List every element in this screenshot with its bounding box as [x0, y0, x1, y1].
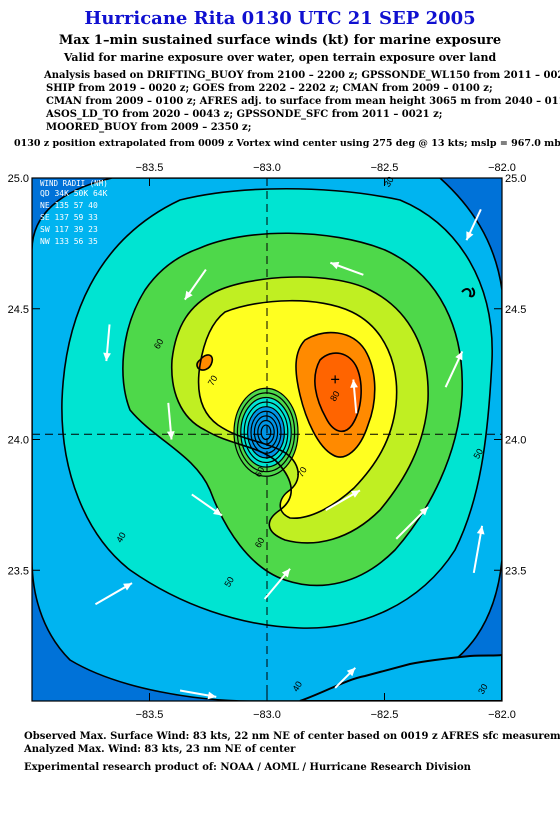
contour-label: 40: [290, 680, 304, 694]
y-tick-label: 24.0: [8, 435, 29, 447]
x-tick-labels: −83.5 −83.5 −83.0 −83.0 −82.5 −82.5 −82.0 −82.0: [136, 162, 516, 721]
wind-radii-table: WIND RADII (NM)QD 34K 50K 64K NE 135 57 4…: [40, 179, 108, 246]
wind-observation-arrow: [465, 208, 482, 241]
wind-radii-row: NW 133 56 35: [40, 237, 98, 246]
wind-observation-arrow: [350, 379, 358, 414]
observed-max-wind: Observed Max. Surface Wind: 83 kts, 22 n…: [24, 731, 560, 742]
x-tick-label-top: −83.0: [253, 162, 281, 174]
page-title: Hurricane Rita 0130 UTC 21 SEP 2005: [84, 8, 476, 29]
wind-observation-arrow: [191, 493, 223, 517]
x-tick-label: −83.5: [136, 709, 164, 721]
wind-observation-arrow: [334, 667, 357, 689]
arrow-head: [346, 667, 356, 677]
wind-observation-arrow: [395, 506, 429, 540]
plot-frame: [31, 177, 503, 702]
y-tick-label-right: 23.5: [505, 565, 526, 577]
contour-line-83: [295, 331, 376, 458]
x-tick-label-top: −83.5: [136, 162, 164, 174]
arrow-head: [350, 490, 360, 498]
chart-subtitle-2: Valid for marine exposure over water, op…: [63, 51, 497, 64]
wind-observation-arrow: [179, 689, 217, 700]
wind-radii-row: QD 34K 50K 64K: [40, 189, 108, 198]
observation-arrows: [94, 208, 485, 700]
contour-label: 80: [328, 389, 342, 403]
arrow-head: [455, 351, 463, 361]
contour-line-70: [170, 276, 429, 544]
analysis-line: MOORED_BUOY from 2009 – 2350 z;: [46, 122, 252, 133]
wind-observation-arrow: [263, 568, 291, 600]
y-tick-labels: 23.5 23.5 24.0 24.0 24.5 24.5 25.0 25.0: [8, 173, 527, 577]
arrow-head: [123, 583, 133, 591]
wind-radii-header: WIND RADII (NM): [40, 179, 108, 188]
arrow-head: [207, 691, 217, 700]
wind-observation-arrow: [184, 268, 207, 301]
contour-label: 30: [476, 682, 490, 696]
coastline: [299, 287, 502, 701]
position-note: 0130 z position extrapolated from 0009 z…: [14, 138, 560, 149]
fill-83-west-contour: [196, 354, 213, 370]
wind-observation-arrow: [330, 261, 364, 276]
arrow-head: [103, 352, 111, 362]
arrow-head: [419, 507, 429, 516]
contour-label: 70: [295, 465, 309, 479]
coastline-land: [299, 653, 502, 701]
contour-line-50: [61, 188, 493, 629]
contour-label: 50: [222, 575, 236, 589]
wind-observation-arrow: [325, 489, 361, 511]
contour-label: 40: [114, 531, 128, 545]
wind-radii-row: SW 117 39 23: [40, 225, 98, 234]
wind-radii-row: NE 135 57 40: [40, 201, 98, 210]
y-tick-label: 25.0: [8, 173, 29, 185]
contour-label: 60: [253, 536, 267, 550]
contour-line-80: [197, 299, 398, 519]
wind-observation-arrow: [444, 350, 464, 388]
arrow-head: [476, 525, 485, 535]
wind-observation-arrow: [472, 525, 485, 574]
center-crosshair: [32, 178, 502, 701]
wind-observation-arrow: [94, 582, 133, 606]
y-tick-label-right: 24.0: [505, 435, 526, 447]
x-tick-label: −82.5: [371, 709, 399, 721]
island-outline: [461, 287, 476, 298]
analysis-line: SHIP from 2019 – 0020 z; GOES from 2202 …: [46, 83, 493, 94]
contour-line-83-west: [196, 354, 214, 371]
analysis-line: ASOS_LD_TO from 2020 – 0043 z; GPSSONDE_…: [46, 109, 443, 120]
y-tick-label: 24.5: [8, 304, 29, 316]
contour-label: 50: [471, 447, 485, 461]
arrow-head: [281, 568, 291, 578]
x-tick-label-top: −82.0: [488, 162, 516, 174]
contour-line-90: [314, 352, 362, 433]
eye-contour: [260, 424, 272, 441]
analyzed-max-wind: Analyzed Max. Wind: 83 kts, 23 nm NE of …: [24, 744, 296, 755]
wind-observation-arrow: [103, 324, 111, 362]
y-tick-label-right: 25.0: [505, 173, 526, 185]
analysis-line: Analysis based on DRIFTING_BUOY from 210…: [44, 70, 560, 81]
contour-label: 70: [206, 374, 220, 388]
contour-line-60: [122, 232, 464, 587]
max-wind-marker: [331, 375, 340, 384]
wind-radii-row: SE 137 59 33: [40, 213, 98, 222]
x-tick-label: −83.0: [253, 709, 281, 721]
analysis-line: CMAN from 2009 – 0100 z; AFRES adj. to s…: [46, 96, 560, 107]
x-tick-label: −82.0: [488, 709, 516, 721]
arrow-head: [330, 261, 340, 270]
contour-label: 60: [253, 465, 267, 479]
arrow-head: [184, 290, 193, 300]
arrow-head: [350, 379, 358, 388]
arrow-head: [466, 231, 474, 241]
chart-subtitle: Max 1–min sustained surface winds (kt) f…: [58, 33, 502, 48]
fill-90-contour: [314, 353, 362, 432]
y-tick-label-right: 24.5: [505, 304, 526, 316]
wind-observation-arrow: [166, 402, 175, 440]
x-tick-label-top: −82.5: [371, 162, 399, 174]
contour-label: 60: [152, 337, 166, 351]
arrow-head: [213, 507, 222, 516]
credit-line: Experimental research product of: NOAA /…: [24, 762, 471, 773]
y-tick-label: 23.5: [8, 565, 29, 577]
arrow-head: [166, 431, 175, 440]
